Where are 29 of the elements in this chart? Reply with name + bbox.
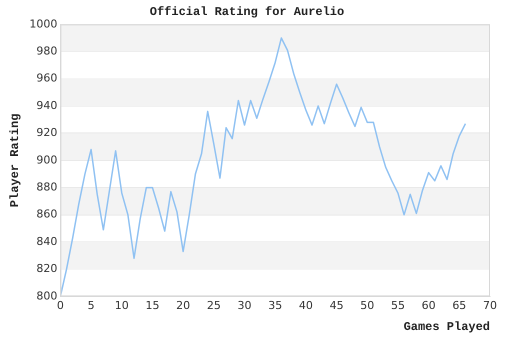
y-tick-label: 860 <box>36 208 58 221</box>
x-tick-label: 60 <box>422 298 436 312</box>
x-tick-label: 0 <box>56 298 64 312</box>
y-tick-label: 800 <box>36 289 58 302</box>
x-tick-label: 30 <box>238 298 252 312</box>
x-tick-label: 55 <box>390 298 405 312</box>
chart-title: Official Rating for Aurelio <box>150 5 344 20</box>
y-axis-title: Player Rating <box>8 114 22 208</box>
y-tick-label: 920 <box>36 126 58 140</box>
x-tick-label: 40 <box>298 298 313 312</box>
x-tick-label: 10 <box>114 298 129 312</box>
x-tick-label: 35 <box>268 298 282 312</box>
y-tick-label: 820 <box>36 262 58 276</box>
y-tick-label: 940 <box>36 98 58 112</box>
x-tick-label: 20 <box>176 298 190 312</box>
y-tick-label: 880 <box>36 180 58 194</box>
x-tick-label: 25 <box>206 298 221 312</box>
x-tick-label: 50 <box>360 298 374 312</box>
y-tick-label: 980 <box>36 44 58 58</box>
y-tick-label: 960 <box>36 72 58 85</box>
x-tick-label: 45 <box>330 298 344 312</box>
y-tick-label: 840 <box>36 234 58 248</box>
x-tick-label: 5 <box>88 298 95 312</box>
y-tick-label: 1000 <box>29 17 58 30</box>
x-axis-title: Games Played <box>404 320 490 334</box>
x-tick-label: 70 <box>483 298 497 312</box>
x-tick-label: 65 <box>452 298 466 312</box>
x-tick-label: 15 <box>145 298 160 312</box>
y-tick-label: 900 <box>36 153 58 166</box>
